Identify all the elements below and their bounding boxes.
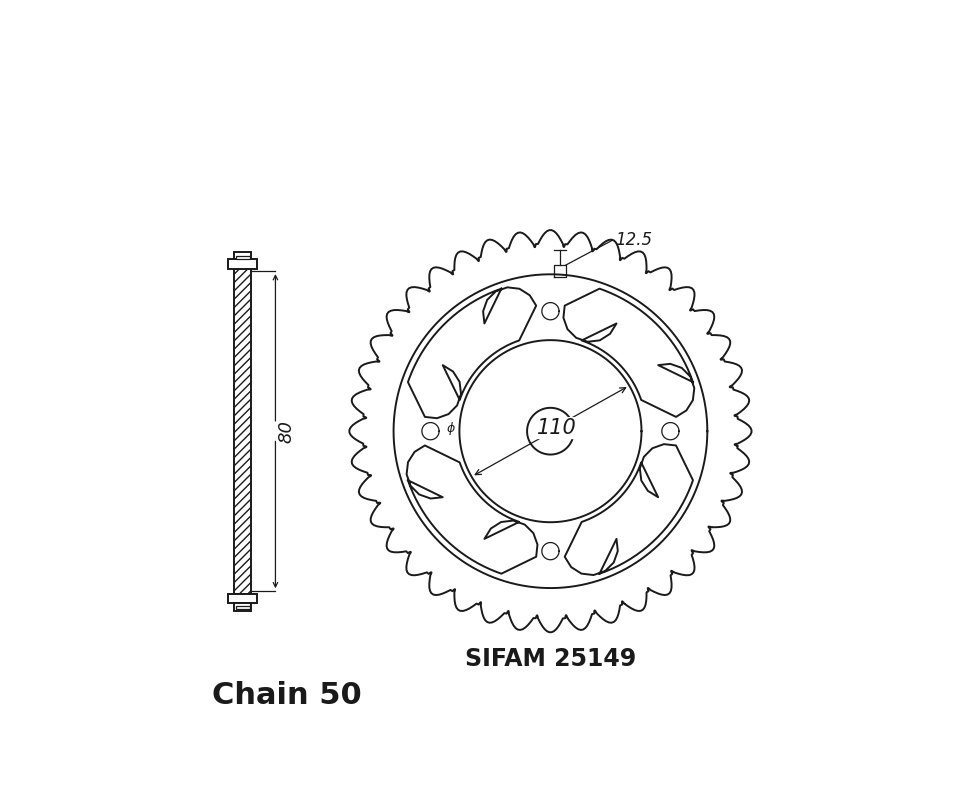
Text: 12.5: 12.5 (615, 232, 652, 249)
Bar (236, 256, 250, 259)
Text: 110: 110 (537, 418, 576, 438)
Text: Chain 50: Chain 50 (212, 682, 362, 710)
Bar (236, 606, 250, 609)
Bar (234, 268, 252, 594)
Bar (228, 594, 257, 603)
Text: SIFAM 25149: SIFAM 25149 (465, 647, 636, 671)
Bar (234, 603, 252, 610)
Text: $\phi$: $\phi$ (446, 419, 456, 436)
Bar (228, 259, 257, 268)
Bar (234, 252, 252, 259)
Text: 80: 80 (277, 419, 296, 443)
